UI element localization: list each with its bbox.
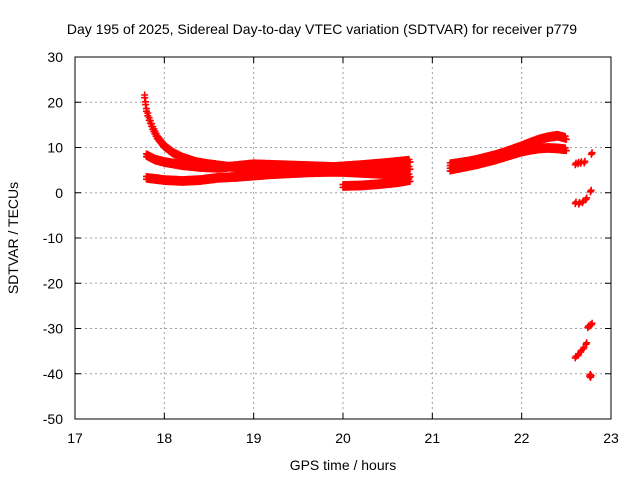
data-point [581, 157, 589, 165]
y-tick-label: 0 [55, 185, 63, 201]
y-tick-label: 10 [47, 140, 63, 156]
x-tick-label: 22 [514, 430, 530, 446]
x-tick-label: 23 [603, 430, 619, 446]
x-tick-label: 19 [246, 430, 262, 446]
data-point [583, 339, 591, 347]
data-point [587, 186, 595, 194]
data-point [562, 135, 570, 143]
data-point [406, 165, 414, 173]
x-tick-label: 21 [425, 430, 441, 446]
data-points [141, 91, 596, 381]
data-point [562, 147, 570, 155]
data-point [588, 319, 596, 327]
data-point [144, 109, 152, 117]
y-axis-title: SDTVAR / TECUs [5, 182, 21, 294]
data-point [588, 149, 596, 157]
data-point [142, 98, 150, 106]
data-point [583, 194, 591, 202]
x-tick-label: 20 [335, 430, 351, 446]
y-tick-label: 20 [47, 94, 63, 110]
x-tick-label: 17 [67, 430, 83, 446]
chart-title: Day 195 of 2025, Sidereal Day-to-day VTE… [67, 21, 577, 37]
y-tick-label: -50 [43, 411, 63, 427]
data-point [587, 372, 595, 380]
y-tick-label: -20 [43, 275, 63, 291]
axis-ticks [74, 56, 612, 420]
y-tick-label: -30 [43, 321, 63, 337]
x-tick-label: 18 [157, 430, 173, 446]
y-tick-label: -40 [43, 366, 63, 382]
data-point [142, 105, 150, 113]
y-tick-label: 30 [47, 49, 63, 65]
x-axis-title: GPS time / hours [290, 457, 397, 473]
data-point [141, 91, 149, 99]
data-point [406, 177, 414, 185]
y-tick-label: -10 [43, 230, 63, 246]
tick-labels: 17 18 19 20 21 22 23 -50 -40 -30 -20 -10 0 10 20 30 [43, 49, 619, 446]
data-point [406, 158, 414, 166]
